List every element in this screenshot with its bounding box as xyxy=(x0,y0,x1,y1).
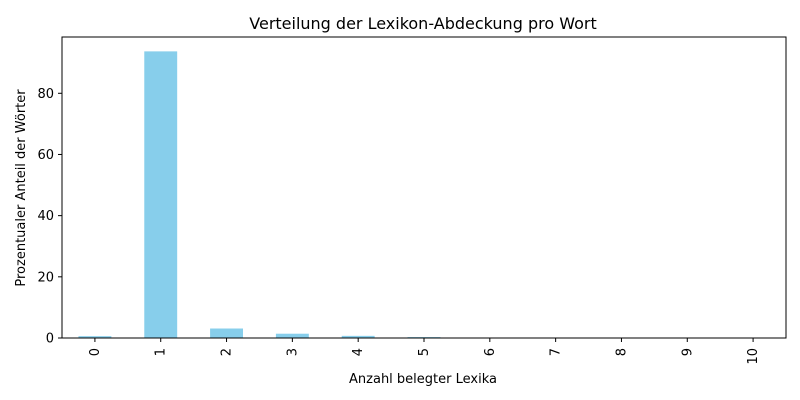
y-tick-label-0: 0 xyxy=(46,332,54,347)
x-tick-label-5: 5 xyxy=(417,348,432,356)
x-tick-label-8: 8 xyxy=(614,348,629,356)
bars-group xyxy=(78,51,770,338)
axes-group: 0 1 2 3 4 5 6 7 8 9 10 0 20 40 60 80 xyxy=(37,36,787,365)
y-tick-label-40: 40 xyxy=(37,209,54,224)
bar-0 xyxy=(78,336,112,338)
chart-title: Verteilung der Lexikon-Abdeckung pro Wor… xyxy=(249,14,596,33)
x-axis-label: Anzahl belegter Lexika xyxy=(349,372,497,387)
x-tick-label-0: 0 xyxy=(88,348,103,356)
bar-3 xyxy=(275,333,309,338)
x-tick-label-2: 2 xyxy=(220,348,235,356)
x-tick-label-9: 9 xyxy=(680,348,695,356)
x-tick-label-6: 6 xyxy=(483,348,498,356)
bar-1 xyxy=(144,51,178,338)
y-tick-label-20: 20 xyxy=(37,270,54,285)
bar-2 xyxy=(210,328,243,338)
y-tick-label-80: 80 xyxy=(37,87,54,102)
bar-4 xyxy=(341,335,375,338)
x-tick-label-4: 4 xyxy=(351,348,366,356)
y-axis-label: Prozentualer Anteil der Wörter xyxy=(14,89,29,287)
x-tick-label-10: 10 xyxy=(746,348,761,365)
x-tick-label-7: 7 xyxy=(549,348,564,356)
y-tick-label-60: 60 xyxy=(37,148,54,163)
x-tick-label-1: 1 xyxy=(154,348,169,356)
x-tick-label-3: 3 xyxy=(285,348,300,356)
